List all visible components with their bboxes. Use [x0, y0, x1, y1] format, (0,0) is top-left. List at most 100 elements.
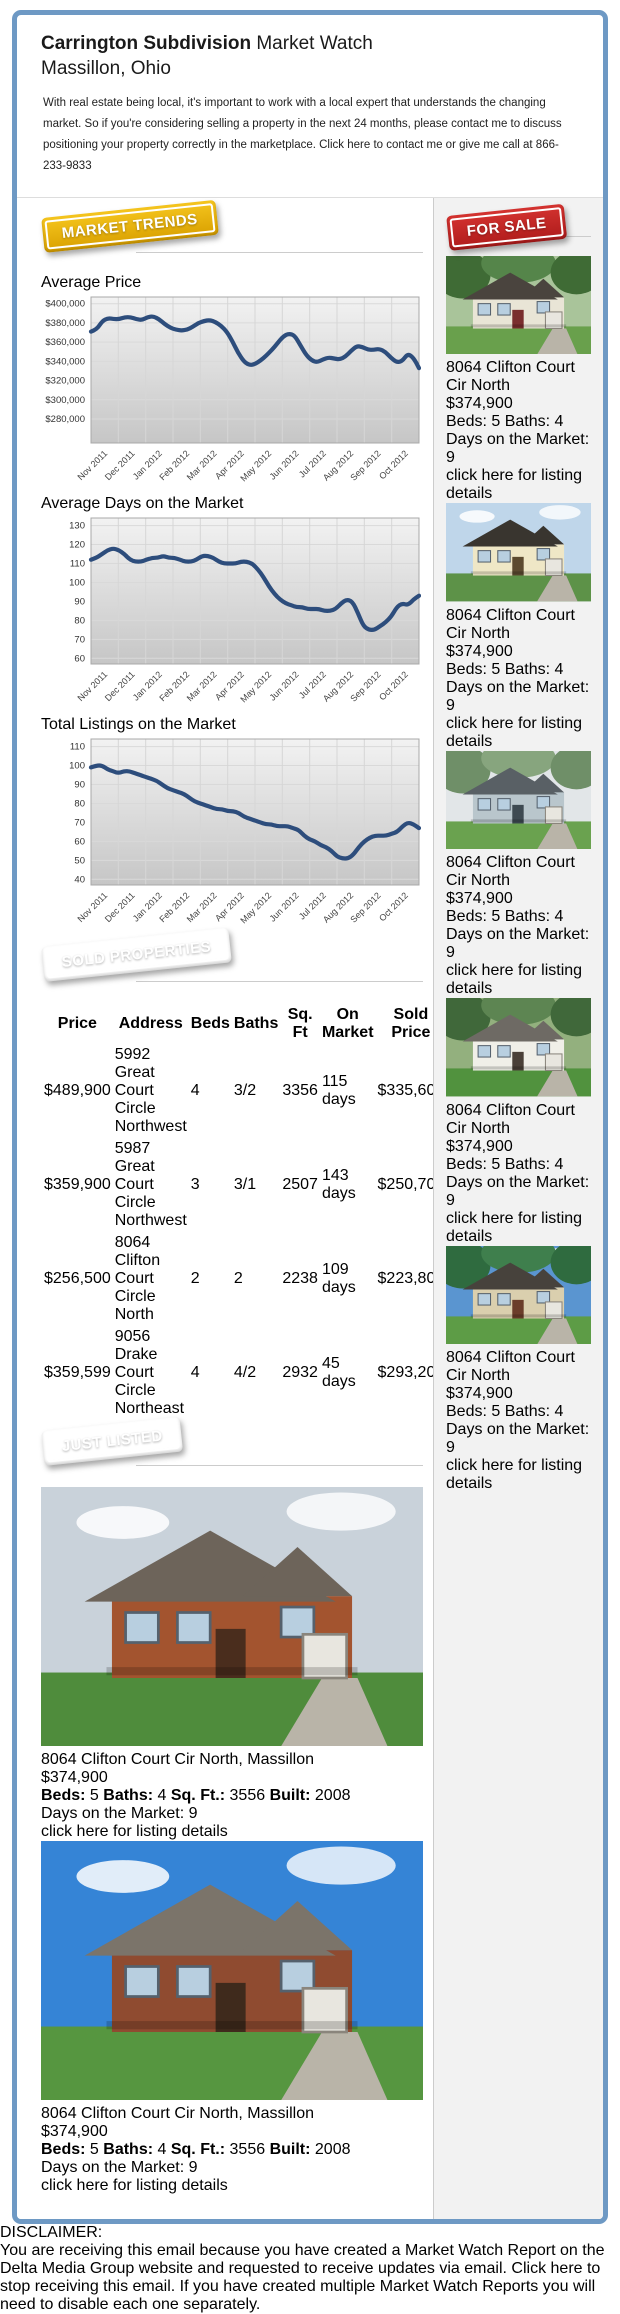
svg-text:Oct 2012: Oct 2012	[377, 890, 410, 923]
listing-address: 8064 Clifton Court Cir North	[446, 1348, 575, 1384]
listing-address: 8064 Clifton Court Cir North	[446, 854, 575, 890]
table-cell: $489,900	[44, 1082, 111, 1099]
property-photo[interactable]	[434, 243, 603, 359]
beds-value: 5	[89, 1787, 99, 1805]
days-label: Days on the Market:	[446, 678, 590, 696]
svg-text:70: 70	[74, 634, 85, 645]
svg-text:80: 80	[74, 799, 85, 810]
svg-text:Dec 2011: Dec 2011	[103, 890, 137, 924]
listing-details-link[interactable]: click here for listing details	[446, 467, 583, 503]
svg-text:$340,000: $340,000	[45, 356, 85, 367]
svg-text:$320,000: $320,000	[45, 376, 85, 387]
table-row: $359,599 9056 Drake Court Circle Northeas…	[43, 1327, 445, 1419]
chart-total-listings: Total Listings on the Market 40 50 60 70 80 9…	[41, 716, 423, 937]
days-value: 9	[188, 1805, 198, 1823]
chart-average-price: Average Price $280,000 $300,000 $320,000 $3…	[41, 274, 423, 495]
just-listed-section-header: JUST LISTED	[41, 1419, 423, 1487]
for-sale-listing: 8064 Clifton Court Cir North $374,900 Be…	[446, 503, 591, 750]
sold-properties-section-header: SOLD PROPERTIES	[41, 930, 423, 1003]
table-cell: 2238	[282, 1270, 318, 1287]
svg-text:80: 80	[74, 615, 85, 626]
svg-text:Jun 2012: Jun 2012	[267, 448, 300, 481]
svg-text:$380,000: $380,000	[45, 318, 85, 329]
days-value: 9	[188, 2159, 198, 2177]
table-cell: $250,700	[377, 1176, 445, 1193]
table-cell: $335,600	[377, 1082, 445, 1099]
sqft-label: Sq. Ft.:	[170, 1787, 226, 1805]
table-cell: 109 days	[321, 1261, 356, 1296]
table-cell: $256,500	[44, 1270, 111, 1287]
for-sale-listing: 8064 Clifton Court Cir North $374,900 Be…	[434, 985, 603, 1245]
svg-text:130: 130	[69, 521, 85, 532]
svg-text:40: 40	[74, 874, 85, 885]
disclaimer-heading: DISCLAIMER:	[0, 2224, 103, 2242]
sidebar: FOR SALE 8064 Clifton Court Cir North $3…	[433, 198, 603, 2220]
table-cell: 143 days	[321, 1167, 356, 1202]
table-cell: 45 days	[321, 1355, 356, 1390]
divider	[136, 981, 423, 982]
listing-address: 8064 Clifton Court Cir North	[446, 1101, 575, 1137]
svg-text:90: 90	[74, 596, 85, 607]
listing-price: $374,900	[446, 1137, 513, 1155]
just-listed-item: 8064 Clifton Court Cir North, Massillon …	[41, 1841, 423, 2195]
built-value: 2008	[314, 1787, 351, 1805]
table-cell: 4/2	[233, 1364, 257, 1381]
days-label: Days on the Market:	[446, 1173, 590, 1191]
svg-text:60: 60	[74, 836, 85, 847]
listing-details-link[interactable]: click here for listing details	[41, 2177, 228, 2195]
property-photo[interactable]	[434, 985, 603, 1101]
listing-details-link[interactable]: click here for listing details	[41, 1823, 228, 1841]
table-cell: 5987 Great Court Circle Northwest	[114, 1140, 187, 1229]
listing-beds-baths: Beds: 5 Baths: 4	[446, 660, 564, 678]
chart-average-days: Average Days on the Market 60 70 80 90 100 11…	[41, 495, 423, 716]
listing-days: Days on the Market: 9	[446, 1174, 591, 1210]
property-photo[interactable]	[446, 503, 591, 606]
property-photo[interactable]	[41, 1841, 423, 2105]
chart-title: Total Listings on the Market	[41, 716, 236, 733]
svg-text:$300,000: $300,000	[45, 395, 85, 406]
svg-text:100: 100	[69, 578, 85, 589]
sqft-label: Sq. Ft.:	[170, 2141, 226, 2159]
svg-text:Jun 2012: Jun 2012	[267, 669, 300, 702]
property-photo[interactable]	[434, 738, 603, 854]
table-cell: 3	[190, 1176, 200, 1193]
for-sale-listing: 8064 Clifton Court Cir North $374,900 Be…	[434, 1233, 603, 1493]
svg-text:Sep 2012: Sep 2012	[348, 669, 382, 703]
days-value: 9	[446, 696, 455, 714]
table-cell: $293,200	[377, 1364, 445, 1381]
days-value: 9	[446, 1191, 455, 1209]
table-cell: 2	[190, 1270, 200, 1287]
table-cell: 4	[190, 1364, 200, 1381]
days-label: Days on the Market:	[446, 1420, 590, 1438]
listing-details-link[interactable]: click here for listing details	[446, 1209, 583, 1245]
market-trends-section-header: MARKET TRENDS	[41, 199, 423, 274]
svg-text:$360,000: $360,000	[45, 337, 85, 348]
just-listed-list: 8064 Clifton Court Cir North, Massillon …	[41, 1487, 423, 2195]
table-cell: 3/2	[233, 1082, 257, 1099]
property-photo[interactable]	[434, 1233, 603, 1349]
beds-label: Beds:	[41, 2141, 86, 2159]
for-sale-listing: 8064 Clifton Court Cir North $374,900 Be…	[434, 738, 603, 998]
svg-text:Oct 2012: Oct 2012	[377, 669, 410, 702]
property-photo[interactable]	[41, 1487, 423, 1751]
baths-label: Baths:	[103, 2141, 154, 2159]
table-cell: 2	[233, 1270, 243, 1287]
table-row: $489,900 5992 Great Court Circle Northwes…	[43, 1045, 445, 1137]
page-subtitle: Massillon, Ohio	[41, 58, 171, 79]
listing-days: Days on the Market: 9	[41, 1805, 423, 1823]
table-cell: 8064 Clifton Court Circle North	[114, 1234, 161, 1323]
listing-details-link[interactable]: click here for listing details	[446, 714, 583, 750]
listing-details-link[interactable]: click here for listing details	[446, 962, 583, 998]
just-listed-badge-label: JUST LISTED	[44, 1419, 181, 1463]
listing-details-link[interactable]: click here for listing details	[446, 1456, 583, 1492]
listing-address: 8064 Clifton Court Cir North	[446, 359, 575, 395]
listing-beds-baths: Beds: 5 Baths: 4	[446, 1155, 564, 1173]
svg-text:60: 60	[74, 653, 85, 664]
left-column: MARKET TRENDS Average Price $280,000 $300…	[17, 198, 444, 2220]
table-header-row: Price Address Beds Baths Sq. Ft On Market Sold…	[43, 1005, 445, 1043]
listing-text: 8064 Clifton Court Cir North, Massillon …	[41, 2105, 423, 2195]
email-container: Carrington Subdivision Market Watch Mass…	[12, 10, 608, 2225]
divider	[136, 1465, 423, 1466]
built-label: Built:	[269, 1787, 311, 1805]
listing-beds-baths: Beds: 5 Baths: 4	[446, 908, 564, 926]
